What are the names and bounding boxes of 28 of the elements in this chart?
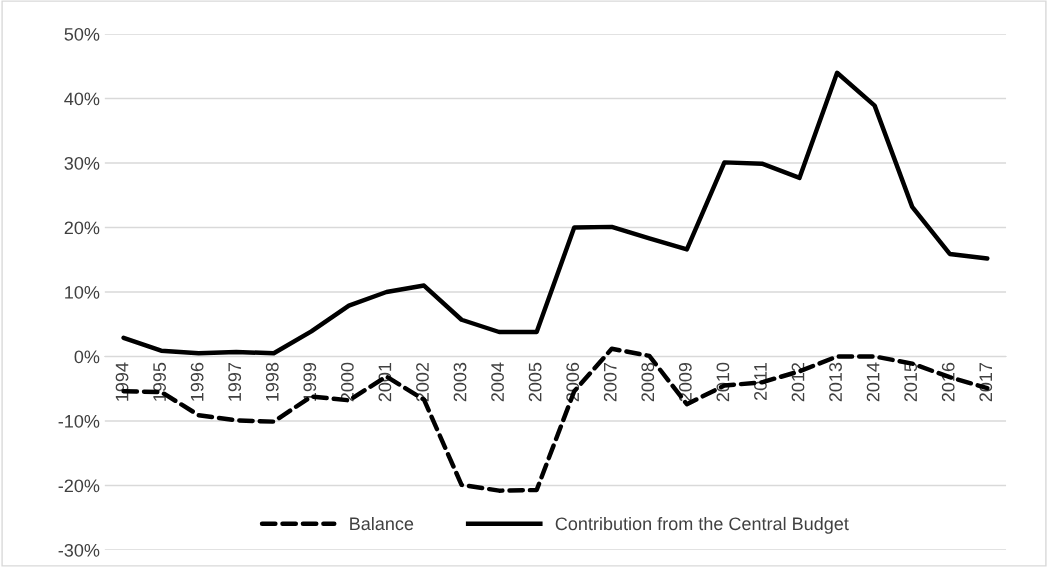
x-tick-label: 2014 bbox=[866, 362, 880, 402]
x-tick-label: 1998 bbox=[265, 362, 279, 401]
x-tick-label: 2015 bbox=[904, 362, 918, 402]
x-tick-label: 2007 bbox=[603, 362, 617, 402]
y-tick-label: 20% bbox=[64, 221, 100, 235]
legend-label: Balance bbox=[350, 516, 414, 531]
x-tick-label: 2012 bbox=[791, 362, 805, 402]
x-tick-label: 2002 bbox=[416, 362, 429, 402]
y-tick-label: 0% bbox=[74, 350, 100, 364]
x-tick-label: 2003 bbox=[453, 362, 467, 402]
y-tick-label: 50% bbox=[64, 27, 100, 41]
line-series bbox=[121, 70, 990, 356]
legend-label: Contribution from the Central Budget bbox=[555, 516, 849, 534]
y-tick-label: 30% bbox=[64, 156, 100, 170]
x-tick-label: 2013 bbox=[829, 362, 842, 402]
x-tick-label: 2017 bbox=[979, 362, 993, 402]
x-tick-label: 1997 bbox=[228, 362, 242, 401]
x-tick-label: 2009 bbox=[678, 362, 692, 402]
x-tick-label: 1996 bbox=[190, 362, 204, 401]
x-tick-label: 1994 bbox=[115, 362, 129, 401]
y-tick-label: -30% bbox=[58, 543, 100, 557]
y-tick-label: -20% bbox=[58, 479, 100, 493]
x-tick-label: 2004 bbox=[491, 362, 504, 402]
y-tick-label: 10% bbox=[65, 285, 100, 299]
y-tick-label: 40% bbox=[64, 92, 100, 106]
x-tick-label: 2008 bbox=[641, 362, 655, 402]
x-tick-label: 2005 bbox=[528, 362, 542, 402]
y-tick-label: -10% bbox=[58, 414, 100, 428]
